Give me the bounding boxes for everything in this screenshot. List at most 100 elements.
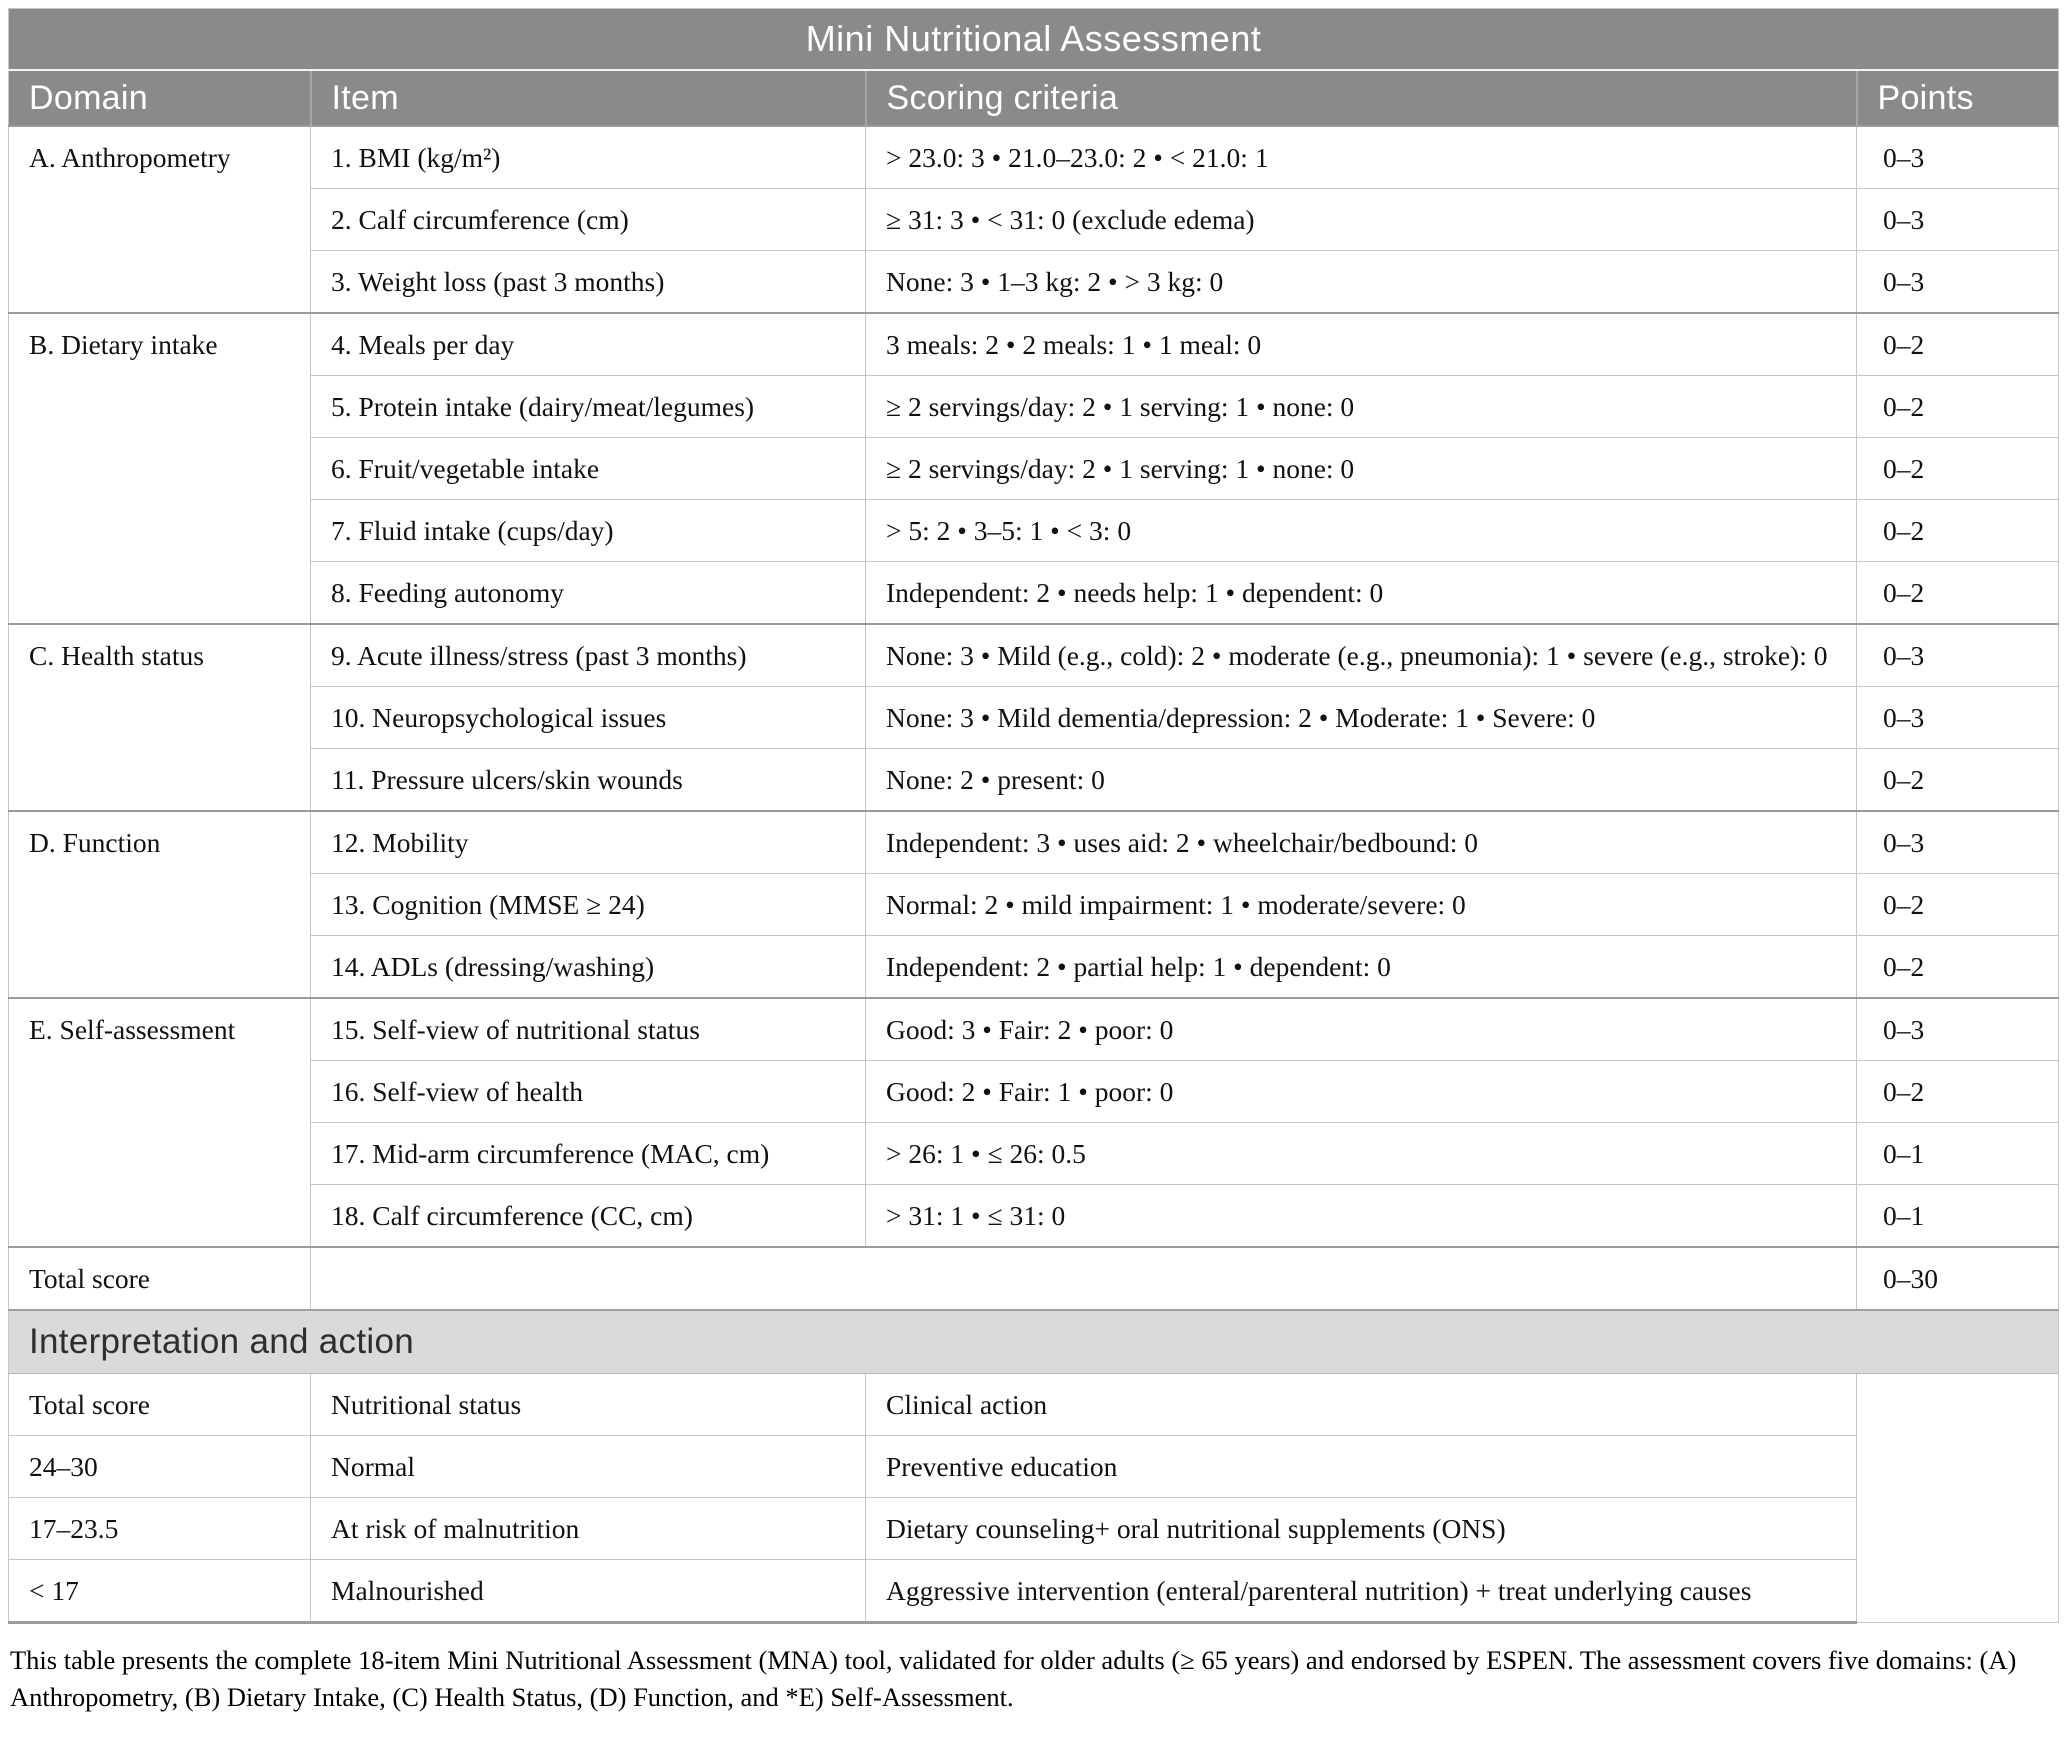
col-header-domain: Domain bbox=[8, 69, 311, 126]
criteria-cell: None: 3 • Mild (e.g., cold): 2 • moderat… bbox=[865, 623, 1857, 687]
criteria-cell: > 26: 1 • ≤ 26: 0.5 bbox=[865, 1122, 1857, 1185]
domain-cell: A. Anthropometry bbox=[8, 125, 311, 314]
points-cell: 0–3 bbox=[1855, 623, 2060, 687]
points-cell: 0–3 bbox=[1855, 188, 2060, 251]
points-cell: 0–2 bbox=[1855, 873, 2060, 936]
criteria-cell: None: 2 • present: 0 bbox=[865, 748, 1857, 812]
table-row: 2. Calf circumference (cm) ≥ 31: 3 • < 3… bbox=[9, 188, 2060, 251]
table-row: 6. Fruit/vegetable intake ≥ 2 servings/d… bbox=[9, 437, 2060, 500]
criteria-cell: Good: 3 • Fair: 2 • poor: 0 bbox=[865, 997, 1857, 1061]
table-row: A. Anthropometry 1. BMI (kg/m²) > 23.0: … bbox=[8, 125, 2060, 314]
points-cell: 0–2 bbox=[1855, 375, 2060, 438]
interp-status-cell: At risk of malnutrition bbox=[310, 1497, 866, 1560]
table-row: E. Self-assessment 15. Self-view of nutr… bbox=[8, 997, 2060, 1248]
table-row: 10. Neuropsychological issues None: 3 • … bbox=[9, 686, 2060, 749]
points-cell: 0–3 bbox=[1855, 125, 2060, 189]
item-cell: 8. Feeding autonomy bbox=[310, 561, 866, 625]
interp-col-total-score: Total score bbox=[8, 1373, 311, 1436]
table-row: 8. Feeding autonomy Independent: 2 • nee… bbox=[9, 561, 2060, 625]
item-cell: 17. Mid-arm circumference (MAC, cm) bbox=[310, 1122, 866, 1185]
item-cell: 3. Weight loss (past 3 months) bbox=[310, 250, 866, 314]
criteria-cell: > 23.0: 3 • 21.0–23.0: 2 • < 21.0: 1 bbox=[865, 125, 1857, 189]
points-cell: 0–2 bbox=[1855, 499, 2060, 562]
points-cell: 0–2 bbox=[1855, 1060, 2060, 1123]
table-row: B. Dietary intake 4. Meals per day 3 mea… bbox=[8, 312, 2060, 625]
interpretation-row: 24–30 Normal Preventive education bbox=[8, 1435, 2059, 1498]
domain-cell: D. Function bbox=[8, 810, 311, 999]
item-cell: 10. Neuropsychological issues bbox=[310, 686, 866, 749]
interpretation-band: Interpretation and action bbox=[7, 1309, 2060, 1374]
criteria-cell: None: 3 • Mild dementia/depression: 2 • … bbox=[865, 686, 1857, 749]
domain-cell: C. Health status bbox=[8, 623, 311, 812]
table-row: 14. ADLs (dressing/washing) Independent:… bbox=[9, 935, 2060, 999]
item-cell: 9. Acute illness/stress (past 3 months) bbox=[310, 623, 866, 687]
col-header-item: Item bbox=[309, 69, 866, 126]
points-cell: 0–1 bbox=[1855, 1184, 2060, 1248]
interpretation-row: 17–23.5 At risk of malnutrition Dietary … bbox=[8, 1497, 2059, 1560]
interp-score-cell: 24–30 bbox=[8, 1435, 311, 1498]
total-score-spacer bbox=[310, 1246, 1857, 1311]
col-header-points: Points bbox=[1855, 69, 2059, 126]
table-row: 11. Pressure ulcers/skin wounds None: 2 … bbox=[9, 748, 2060, 812]
interp-action-cell: Dietary counseling+ oral nutritional sup… bbox=[865, 1497, 1857, 1560]
points-cell: 0–3 bbox=[1855, 810, 2060, 874]
mna-table-figure: Mini Nutritional Assessment Domain Item … bbox=[7, 8, 2060, 1716]
interp-col-nutritional-status: Nutritional status bbox=[310, 1373, 866, 1436]
criteria-cell: > 31: 1 • ≤ 31: 0 bbox=[865, 1184, 1857, 1248]
points-cell: 0–3 bbox=[1855, 686, 2060, 749]
criteria-cell: ≥ 2 servings/day: 2 • 1 serving: 1 • non… bbox=[865, 437, 1857, 500]
points-cell: 0–2 bbox=[1855, 312, 2060, 376]
table-row: D. Function 12. Mobility Independent: 3 … bbox=[8, 810, 2060, 999]
interp-status-cell: Malnourished bbox=[310, 1559, 866, 1624]
criteria-cell: > 5: 2 • 3–5: 1 • < 3: 0 bbox=[865, 499, 1857, 562]
item-cell: 18. Calf circumference (CC, cm) bbox=[310, 1184, 866, 1248]
page-title: Mini Nutritional Assessment bbox=[8, 8, 2059, 70]
points-cell: 0–2 bbox=[1855, 748, 2060, 812]
table-title-row: Mini Nutritional Assessment bbox=[8, 8, 2059, 70]
item-cell: 13. Cognition (MMSE ≥ 24) bbox=[310, 873, 866, 936]
item-cell: 12. Mobility bbox=[310, 810, 866, 874]
item-cell: 16. Self-view of health bbox=[310, 1060, 866, 1123]
table-row: 16. Self-view of health Good: 2 • Fair: … bbox=[9, 1060, 2060, 1123]
interp-empty-cell bbox=[1855, 1373, 2060, 1623]
criteria-cell: Independent: 2 • needs help: 1 • depende… bbox=[865, 561, 1857, 625]
points-cell: 0–3 bbox=[1855, 250, 2060, 314]
table-row: 5. Protein intake (dairy/meat/legumes) ≥… bbox=[9, 375, 2060, 438]
table-row: C. Health status 9. Acute illness/stress… bbox=[8, 623, 2060, 812]
table-row: 7. Fluid intake (cups/day) > 5: 2 • 3–5:… bbox=[9, 499, 2060, 562]
interp-score-cell: < 17 bbox=[8, 1559, 311, 1624]
item-cell: 4. Meals per day bbox=[310, 312, 866, 376]
table-footnote: This table presents the complete 18-item… bbox=[10, 1645, 2017, 1712]
table-row: 3. Weight loss (past 3 months) None: 3 •… bbox=[9, 250, 2060, 314]
criteria-cell: Good: 2 • Fair: 1 • poor: 0 bbox=[865, 1060, 1857, 1123]
item-cell: 15. Self-view of nutritional status bbox=[310, 997, 866, 1061]
interpretation-row: < 17 Malnourished Aggressive interventio… bbox=[8, 1559, 2059, 1624]
criteria-cell: Independent: 2 • partial help: 1 • depen… bbox=[865, 935, 1857, 999]
points-cell: 0–2 bbox=[1855, 561, 2060, 625]
item-cell: 14. ADLs (dressing/washing) bbox=[310, 935, 866, 999]
criteria-cell: ≥ 2 servings/day: 2 • 1 serving: 1 • non… bbox=[865, 375, 1857, 438]
points-cell: 0–1 bbox=[1855, 1122, 2060, 1185]
item-cell: 5. Protein intake (dairy/meat/legumes) bbox=[310, 375, 866, 438]
interp-col-clinical-action: Clinical action bbox=[865, 1373, 1857, 1436]
column-header-row: Domain Item Scoring criteria Points bbox=[8, 69, 2059, 126]
points-cell: 0–2 bbox=[1855, 437, 2060, 500]
table-row: 17. Mid-arm circumference (MAC, cm) > 26… bbox=[9, 1122, 2060, 1185]
interpretation-header-row: Total score Nutritional status Clinical … bbox=[8, 1373, 2060, 1623]
item-cell: 7. Fluid intake (cups/day) bbox=[310, 499, 866, 562]
table-row: 18. Calf circumference (CC, cm) > 31: 1 … bbox=[9, 1184, 2060, 1248]
criteria-cell: None: 3 • 1–3 kg: 2 • > 3 kg: 0 bbox=[865, 250, 1857, 314]
item-cell: 11. Pressure ulcers/skin wounds bbox=[310, 748, 866, 812]
interp-status-cell: Normal bbox=[310, 1435, 866, 1498]
col-header-scoring-criteria: Scoring criteria bbox=[864, 69, 1857, 126]
item-cell: 1. BMI (kg/m²) bbox=[310, 125, 866, 189]
domain-cell: B. Dietary intake bbox=[8, 312, 311, 625]
interp-score-cell: 17–23.5 bbox=[8, 1497, 311, 1560]
criteria-cell: Independent: 3 • uses aid: 2 • wheelchai… bbox=[865, 810, 1857, 874]
interpretation-title: Interpretation and action bbox=[7, 1309, 2060, 1374]
points-cell: 0–3 bbox=[1855, 997, 2060, 1061]
criteria-cell: 3 meals: 2 • 2 meals: 1 • 1 meal: 0 bbox=[865, 312, 1857, 376]
domain-cell: E. Self-assessment bbox=[8, 997, 311, 1248]
item-cell: 6. Fruit/vegetable intake bbox=[310, 437, 866, 500]
total-score-label: Total score bbox=[8, 1246, 311, 1311]
